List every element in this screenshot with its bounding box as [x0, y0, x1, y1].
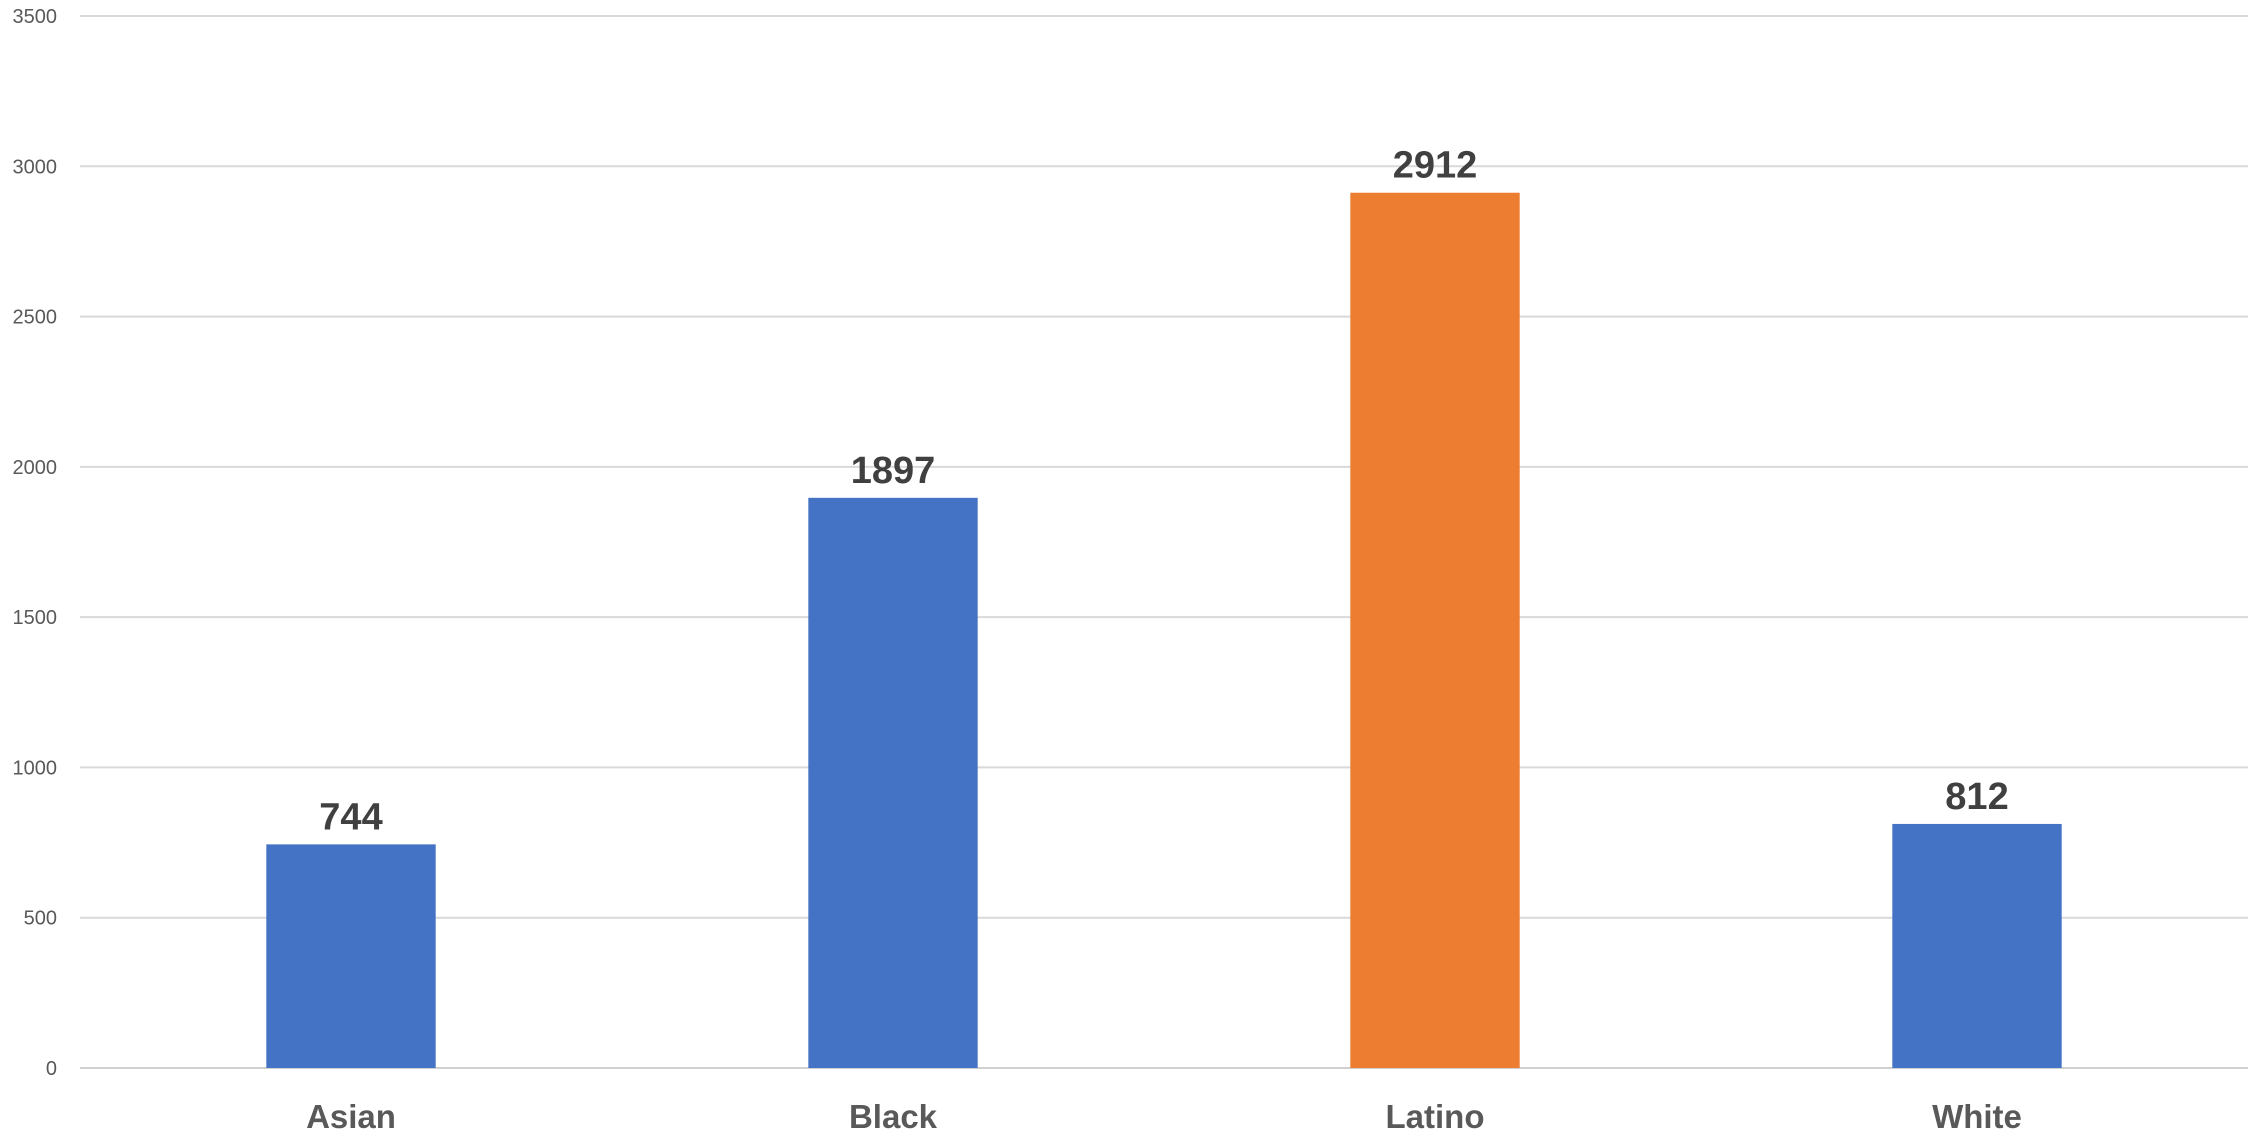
data-label-white: 812: [1945, 776, 2008, 818]
y-tick-label: 3500: [13, 6, 58, 28]
x-tick-label-asian: Asian: [306, 1098, 396, 1135]
y-tick-label: 3000: [13, 156, 58, 178]
x-tick-label-latino: Latino: [1386, 1098, 1485, 1135]
y-tick-label: 1500: [13, 607, 58, 629]
data-label-black: 1897: [851, 450, 936, 492]
y-tick-label: 2500: [13, 307, 58, 329]
y-tick-label: 500: [24, 908, 57, 930]
x-tick-label-white: White: [1932, 1098, 2022, 1135]
x-tick-label-black: Black: [849, 1098, 938, 1135]
bar-white: [1892, 823, 2062, 1068]
bar-black: [808, 497, 978, 1068]
bar-latino: [1350, 192, 1520, 1069]
y-tick-label: 2000: [13, 457, 58, 479]
y-tick-label: 0: [46, 1058, 57, 1080]
x-axis-tick-labels: Asian Black Latino White: [306, 1098, 2022, 1135]
gridlines: [80, 15, 2248, 1069]
bars: [266, 192, 2062, 1069]
data-label-latino: 2912: [1393, 145, 1478, 187]
data-label-asian: 744: [319, 796, 382, 838]
y-axis-tick-labels: 0 500 1000 1500 2000 2500 3000 3500: [13, 6, 58, 1080]
data-labels: 744 1897 2912 812: [319, 145, 2008, 839]
bar-asian: [266, 844, 436, 1068]
y-tick-label: 1000: [13, 757, 58, 779]
